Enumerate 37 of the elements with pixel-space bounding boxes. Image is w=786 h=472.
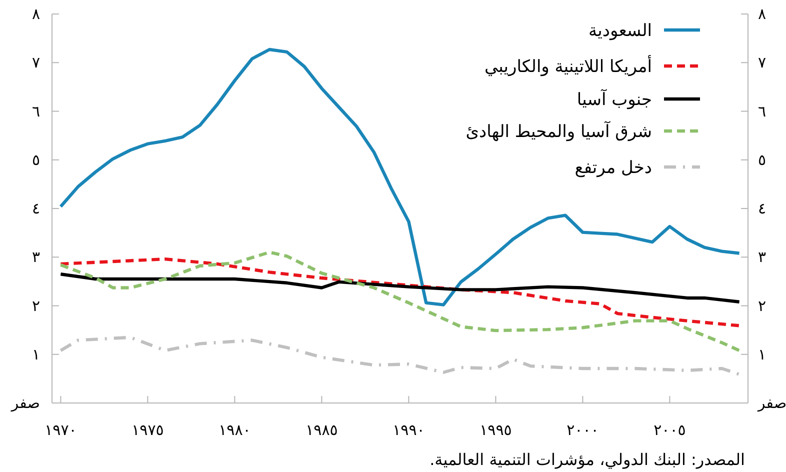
y2-tick-label: صفر bbox=[757, 394, 786, 412]
y-tick-label: ٣ bbox=[32, 248, 40, 266]
y2-tick-label: ٣ bbox=[758, 248, 766, 266]
legend-label: السعودية bbox=[588, 21, 652, 41]
text: المصدر: البنك الدولي، مؤشرات التنمية العالمية. bbox=[430, 450, 745, 469]
line-series bbox=[59, 257, 741, 328]
y2-tick-label: ٨ bbox=[758, 5, 766, 23]
legend-label: دخل مرتفع bbox=[574, 158, 652, 178]
y-tick-label: ٨ bbox=[32, 5, 40, 23]
line-series bbox=[59, 272, 741, 304]
x-tick-label: ١٩٩٠ bbox=[392, 421, 425, 439]
y-tick-label: ٥ bbox=[32, 150, 40, 169]
x-tick-label: ١٩٩٥ bbox=[480, 421, 512, 439]
line-series bbox=[59, 336, 741, 376]
x-tick-label: ١٩٨٠ bbox=[218, 421, 251, 439]
x-tick-label: ١٩٨٥ bbox=[306, 421, 338, 439]
x-tick-label: ٢٠٠٠ bbox=[566, 421, 599, 439]
line-series bbox=[59, 48, 741, 306]
y2-tick-label: ٦ bbox=[758, 102, 766, 120]
x-tick-label: ٢٠٠٥ bbox=[654, 421, 686, 439]
x-tick-label: ١٩٧٥ bbox=[132, 421, 164, 439]
legend-label: أمريكا اللاتينية والكاريبي bbox=[484, 55, 652, 77]
y-tick-label: ٧ bbox=[32, 54, 40, 72]
line-series bbox=[59, 250, 741, 352]
y-tick-label: ٦ bbox=[32, 102, 40, 120]
y2-tick-label: ٤ bbox=[758, 200, 766, 218]
y2-tick-label: ١ bbox=[758, 345, 766, 364]
y-tick-label: ١ bbox=[32, 345, 40, 364]
y2-tick-label: ٧ bbox=[758, 54, 766, 72]
y2-tick-label: ٢ bbox=[758, 296, 766, 315]
y-tick-label: ٢ bbox=[32, 296, 40, 315]
y-tick-label: ٤ bbox=[32, 200, 40, 218]
legend-label: جنوب آسيا bbox=[576, 89, 652, 110]
legend-label: شرق آسيا والمحيط الهادئ bbox=[466, 121, 652, 142]
y-tick-label: صفر bbox=[10, 394, 40, 412]
x-tick-label: ١٩٧٠ bbox=[44, 421, 77, 439]
y2-tick-label: ٥ bbox=[758, 150, 766, 169]
